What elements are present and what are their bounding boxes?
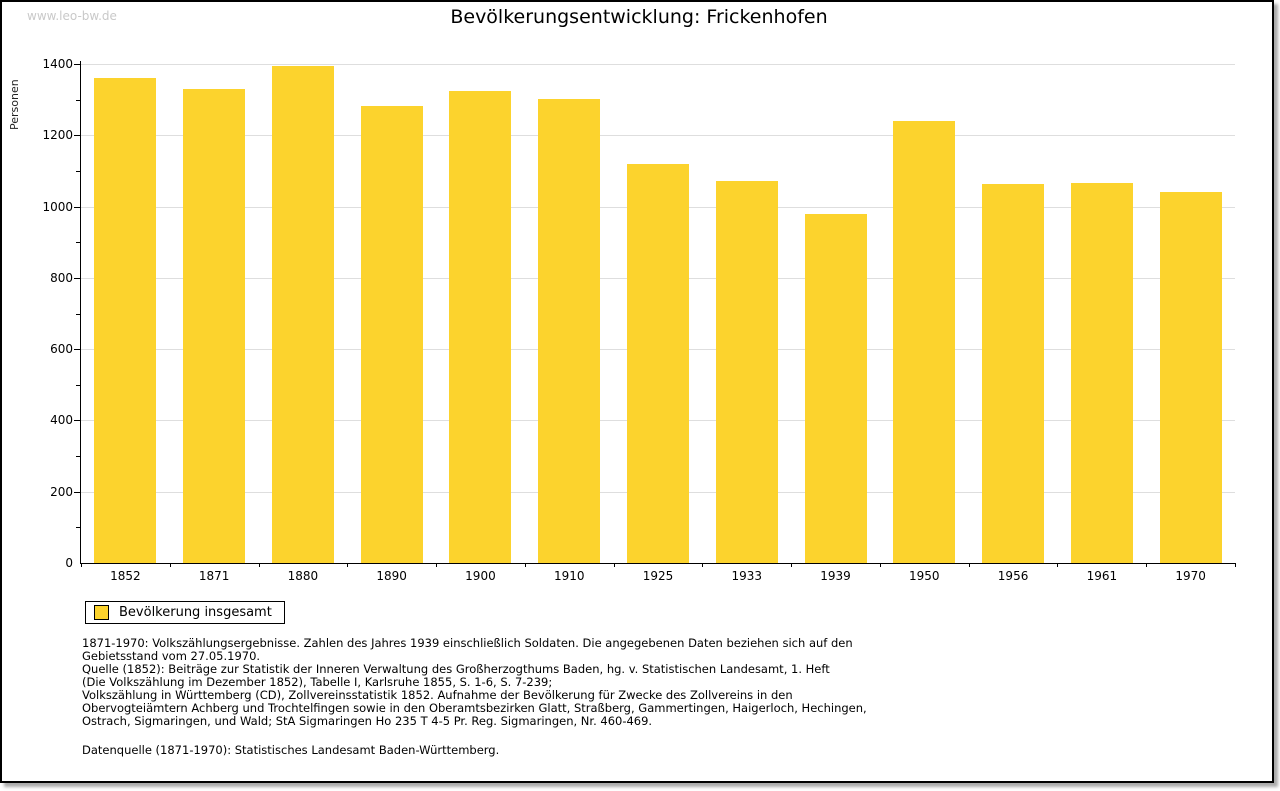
x-axis-tick — [702, 563, 704, 567]
x-axis-tick — [791, 563, 793, 567]
x-axis-tick — [1057, 563, 1059, 567]
y-gridline — [81, 135, 1235, 137]
x-axis-tick-label: 1956 — [997, 569, 1029, 583]
y-axis-major-tick — [74, 135, 81, 137]
x-axis-tick-label: 1852 — [110, 569, 141, 583]
x-axis-tick — [1146, 563, 1148, 567]
x-axis-tick — [169, 563, 171, 567]
x-axis-tick-label: 1950 — [909, 569, 940, 583]
bar — [271, 65, 334, 563]
x-axis-tick — [613, 563, 615, 567]
bar — [94, 78, 157, 563]
legend-label: Bevölkerung insgesamt — [119, 605, 272, 620]
y-axis-major-tick — [74, 277, 81, 279]
x-axis-tick-label: 1910 — [553, 569, 585, 583]
bar — [715, 181, 778, 563]
x-axis-tick — [347, 563, 349, 567]
bar — [538, 98, 601, 563]
x-axis-tick — [81, 563, 82, 567]
y-axis-minor-tick — [76, 242, 81, 244]
legend-color-swatch — [94, 605, 109, 620]
x-axis-tick-label: 1925 — [642, 569, 674, 583]
bar — [893, 121, 956, 563]
y-axis-minor-tick — [76, 170, 81, 172]
x-axis-tick — [436, 563, 438, 567]
bar — [183, 88, 246, 563]
footnote-block: 1871-1970: Volkszählungsergebnisse. Zahl… — [82, 637, 1212, 728]
x-axis-tick-label: 1970 — [1175, 569, 1206, 583]
y-axis-major-tick — [74, 420, 81, 422]
x-axis-tick-label: 1933 — [731, 569, 763, 583]
datasource-line: Datenquelle (1871-1970): Statistisches L… — [82, 743, 500, 757]
x-axis-tick-label: 1890 — [376, 569, 407, 583]
x-axis-tick-label: 1871 — [198, 569, 230, 583]
y-axis-major-tick — [74, 349, 81, 351]
footnote-line: (Die Volkszählung im Dezember 1852), Tab… — [82, 675, 553, 689]
x-axis-tick — [968, 563, 970, 567]
bar — [982, 184, 1045, 563]
y-axis-minor-tick — [76, 456, 81, 458]
bar — [804, 214, 867, 563]
x-axis-tick — [524, 563, 526, 567]
y-axis-minor-tick — [76, 99, 81, 101]
y-axis-major-tick — [74, 64, 81, 65]
footnote-line: Ostrach, Sigmaringen, und Wald; StA Sigm… — [82, 714, 653, 728]
plot-area: 200 400 600 800 1000 1200 1400 0 1852 1871 1880 189… — [42, 57, 1236, 583]
x-axis-tick — [879, 563, 881, 567]
y-axis-tick-label: 1200 — [42, 128, 73, 143]
legend-box: Bevölkerung insgesamt — [85, 601, 285, 624]
y-axis-minor-tick — [76, 384, 81, 386]
y-axis-label: Personen — [8, 79, 21, 130]
y-axis-tick-label: 800 — [50, 270, 73, 285]
y-axis-tick-label: 1400 — [42, 57, 73, 71]
y-axis-tick-label: 600 — [50, 342, 73, 357]
y-axis-tick-label: 0 — [65, 556, 73, 570]
bar — [449, 90, 512, 563]
y-axis-major-tick — [74, 491, 81, 493]
bar — [627, 163, 689, 563]
x-axis-tick — [1235, 563, 1236, 567]
x-axis-tick-label: 1961 — [1086, 569, 1118, 583]
y-axis-tick-label: 1000 — [42, 199, 73, 214]
footnote-line: Gebietsstand vom 27.05.1970. — [82, 649, 261, 663]
bar — [360, 105, 423, 563]
y-axis-tick-label: 400 — [50, 413, 73, 428]
y-axis-minor-tick — [76, 527, 81, 529]
chart-title: Bevölkerungsentwicklung: Frickenhofen — [450, 6, 828, 28]
bar — [1070, 183, 1133, 563]
x-axis-tick — [258, 563, 260, 567]
y-axis-major-tick — [74, 206, 81, 208]
x-axis-tick-label: 1939 — [820, 569, 851, 583]
watermark-text: www.leo-bw.de — [27, 9, 117, 23]
bar — [1159, 191, 1222, 563]
y-gridline — [81, 64, 1235, 65]
y-axis-tick-label: 200 — [50, 484, 73, 499]
footnote-line: Quelle (1852): Beiträge zur Statistik de… — [82, 662, 830, 676]
y-axis-minor-tick — [76, 313, 81, 315]
x-axis-tick-label: 1900 — [465, 569, 496, 583]
x-axis-tick-label: 1880 — [287, 569, 319, 583]
footnote-line: 1871-1970: Volkszählungsergebnisse. Zahl… — [82, 636, 853, 650]
footnote-line: Obervogteiämtern Achberg und Trochtelfin… — [82, 701, 867, 715]
footnote-line: Volkszählung in Württemberg (CD), Zollve… — [82, 688, 793, 702]
